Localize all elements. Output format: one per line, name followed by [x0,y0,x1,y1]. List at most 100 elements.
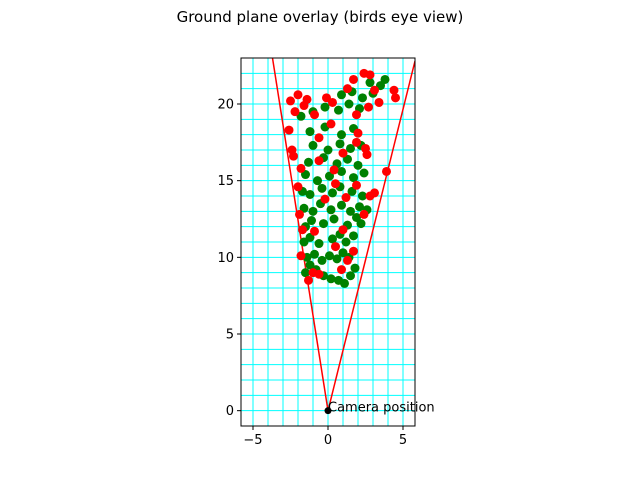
ground-point [337,130,346,140]
obstacle-point [374,97,384,107]
y-tick-label: 15 [217,174,234,189]
obstacle-point [352,110,361,120]
ground-point [365,78,375,88]
x-axis-ticks: −5 0 5 [243,426,407,448]
obstacle-point [338,148,348,158]
camera-label: Camera position [328,401,435,416]
obstacle-point [284,125,294,135]
ground-point [337,90,346,100]
ground-point [349,231,358,241]
ground-point [337,200,346,210]
ground-point [346,271,355,281]
obstacle-point [310,226,319,236]
obstacle-point [359,209,369,219]
ground-point [356,219,366,229]
ground-point [328,188,337,198]
obstacle-point [338,225,348,235]
obstacle-point [322,93,331,103]
ground-point [317,255,327,265]
ground-point [340,278,349,288]
obstacle-point [314,133,324,143]
ground-point [334,105,343,115]
obstacle-point [353,128,363,138]
obstacle-point [361,143,370,153]
ground-point [346,206,355,216]
x-tick-label: −5 [243,433,262,448]
ground-point [305,127,315,137]
obstacle-point [298,225,307,235]
ground-point [314,239,324,249]
ground-point [329,214,339,224]
obstacle-point [343,84,352,94]
obstacle-point [326,119,336,129]
fov-line [327,60,415,411]
ground-point [349,173,358,183]
ground-point [341,237,351,247]
obstacle-point [293,182,303,192]
ground-point [326,205,336,215]
obstacle-point [329,165,339,175]
ground-point [301,268,310,278]
obstacle-point [365,70,375,80]
ground-point [337,166,346,176]
obstacle-point [352,137,361,147]
obstacle-point [296,251,306,261]
obstacle-point [331,242,340,252]
ground-point [313,176,322,186]
scatter-points [284,68,400,288]
obstacle-point [302,94,312,104]
obstacle-point [341,193,351,203]
ground-point [350,263,360,273]
field-of-view-lines [271,58,415,411]
ground-point [353,160,363,170]
ground-point [358,191,367,201]
ground-point [304,157,313,167]
ground-point [332,254,342,264]
obstacle-point [364,102,373,112]
obstacle-point [343,255,352,265]
x-tick-label: 0 [324,433,332,448]
ground-point [325,251,334,261]
obstacle-point [349,246,358,256]
y-tick-label: 10 [217,251,234,266]
ground-point [326,274,336,284]
obstacle-point [370,188,379,198]
ground-point [307,216,316,226]
obstacle-point [391,93,400,103]
obstacle-point [290,107,300,117]
y-tick-label: 5 [226,328,234,343]
ground-point [359,168,369,178]
obstacle-point [287,145,297,155]
ground-point [310,249,319,259]
obstacle-point [293,90,303,100]
obstacle-point [304,275,313,285]
obstacle-point [349,74,358,84]
obstacle-point [370,85,379,95]
obstacle-point [352,180,361,190]
obstacle-point [295,209,304,219]
camera-marker-group: Camera position [324,401,435,416]
ground-point [317,183,327,193]
ground-point [346,143,355,153]
y-axis-ticks: 0 5 10 15 20 [217,98,241,419]
y-tick-label: 0 [226,404,234,419]
y-tick-label: 20 [217,98,234,113]
obstacle-point [382,166,391,176]
obstacle-point [320,194,330,204]
ground-point [328,234,337,244]
obstacle-point [296,163,306,173]
ground-point [355,202,364,212]
ground-point [358,93,367,103]
obstacle-point [286,96,295,106]
ground-point [323,145,333,155]
obstacle-point [314,156,324,166]
ground-point [305,189,315,199]
ground-point [308,206,318,216]
obstacle-point [389,85,399,95]
ground-point [344,99,354,109]
ground-point [319,219,328,229]
x-tick-label: 5 [399,433,407,448]
obstacle-point [314,269,324,279]
obstacle-point [337,265,346,275]
